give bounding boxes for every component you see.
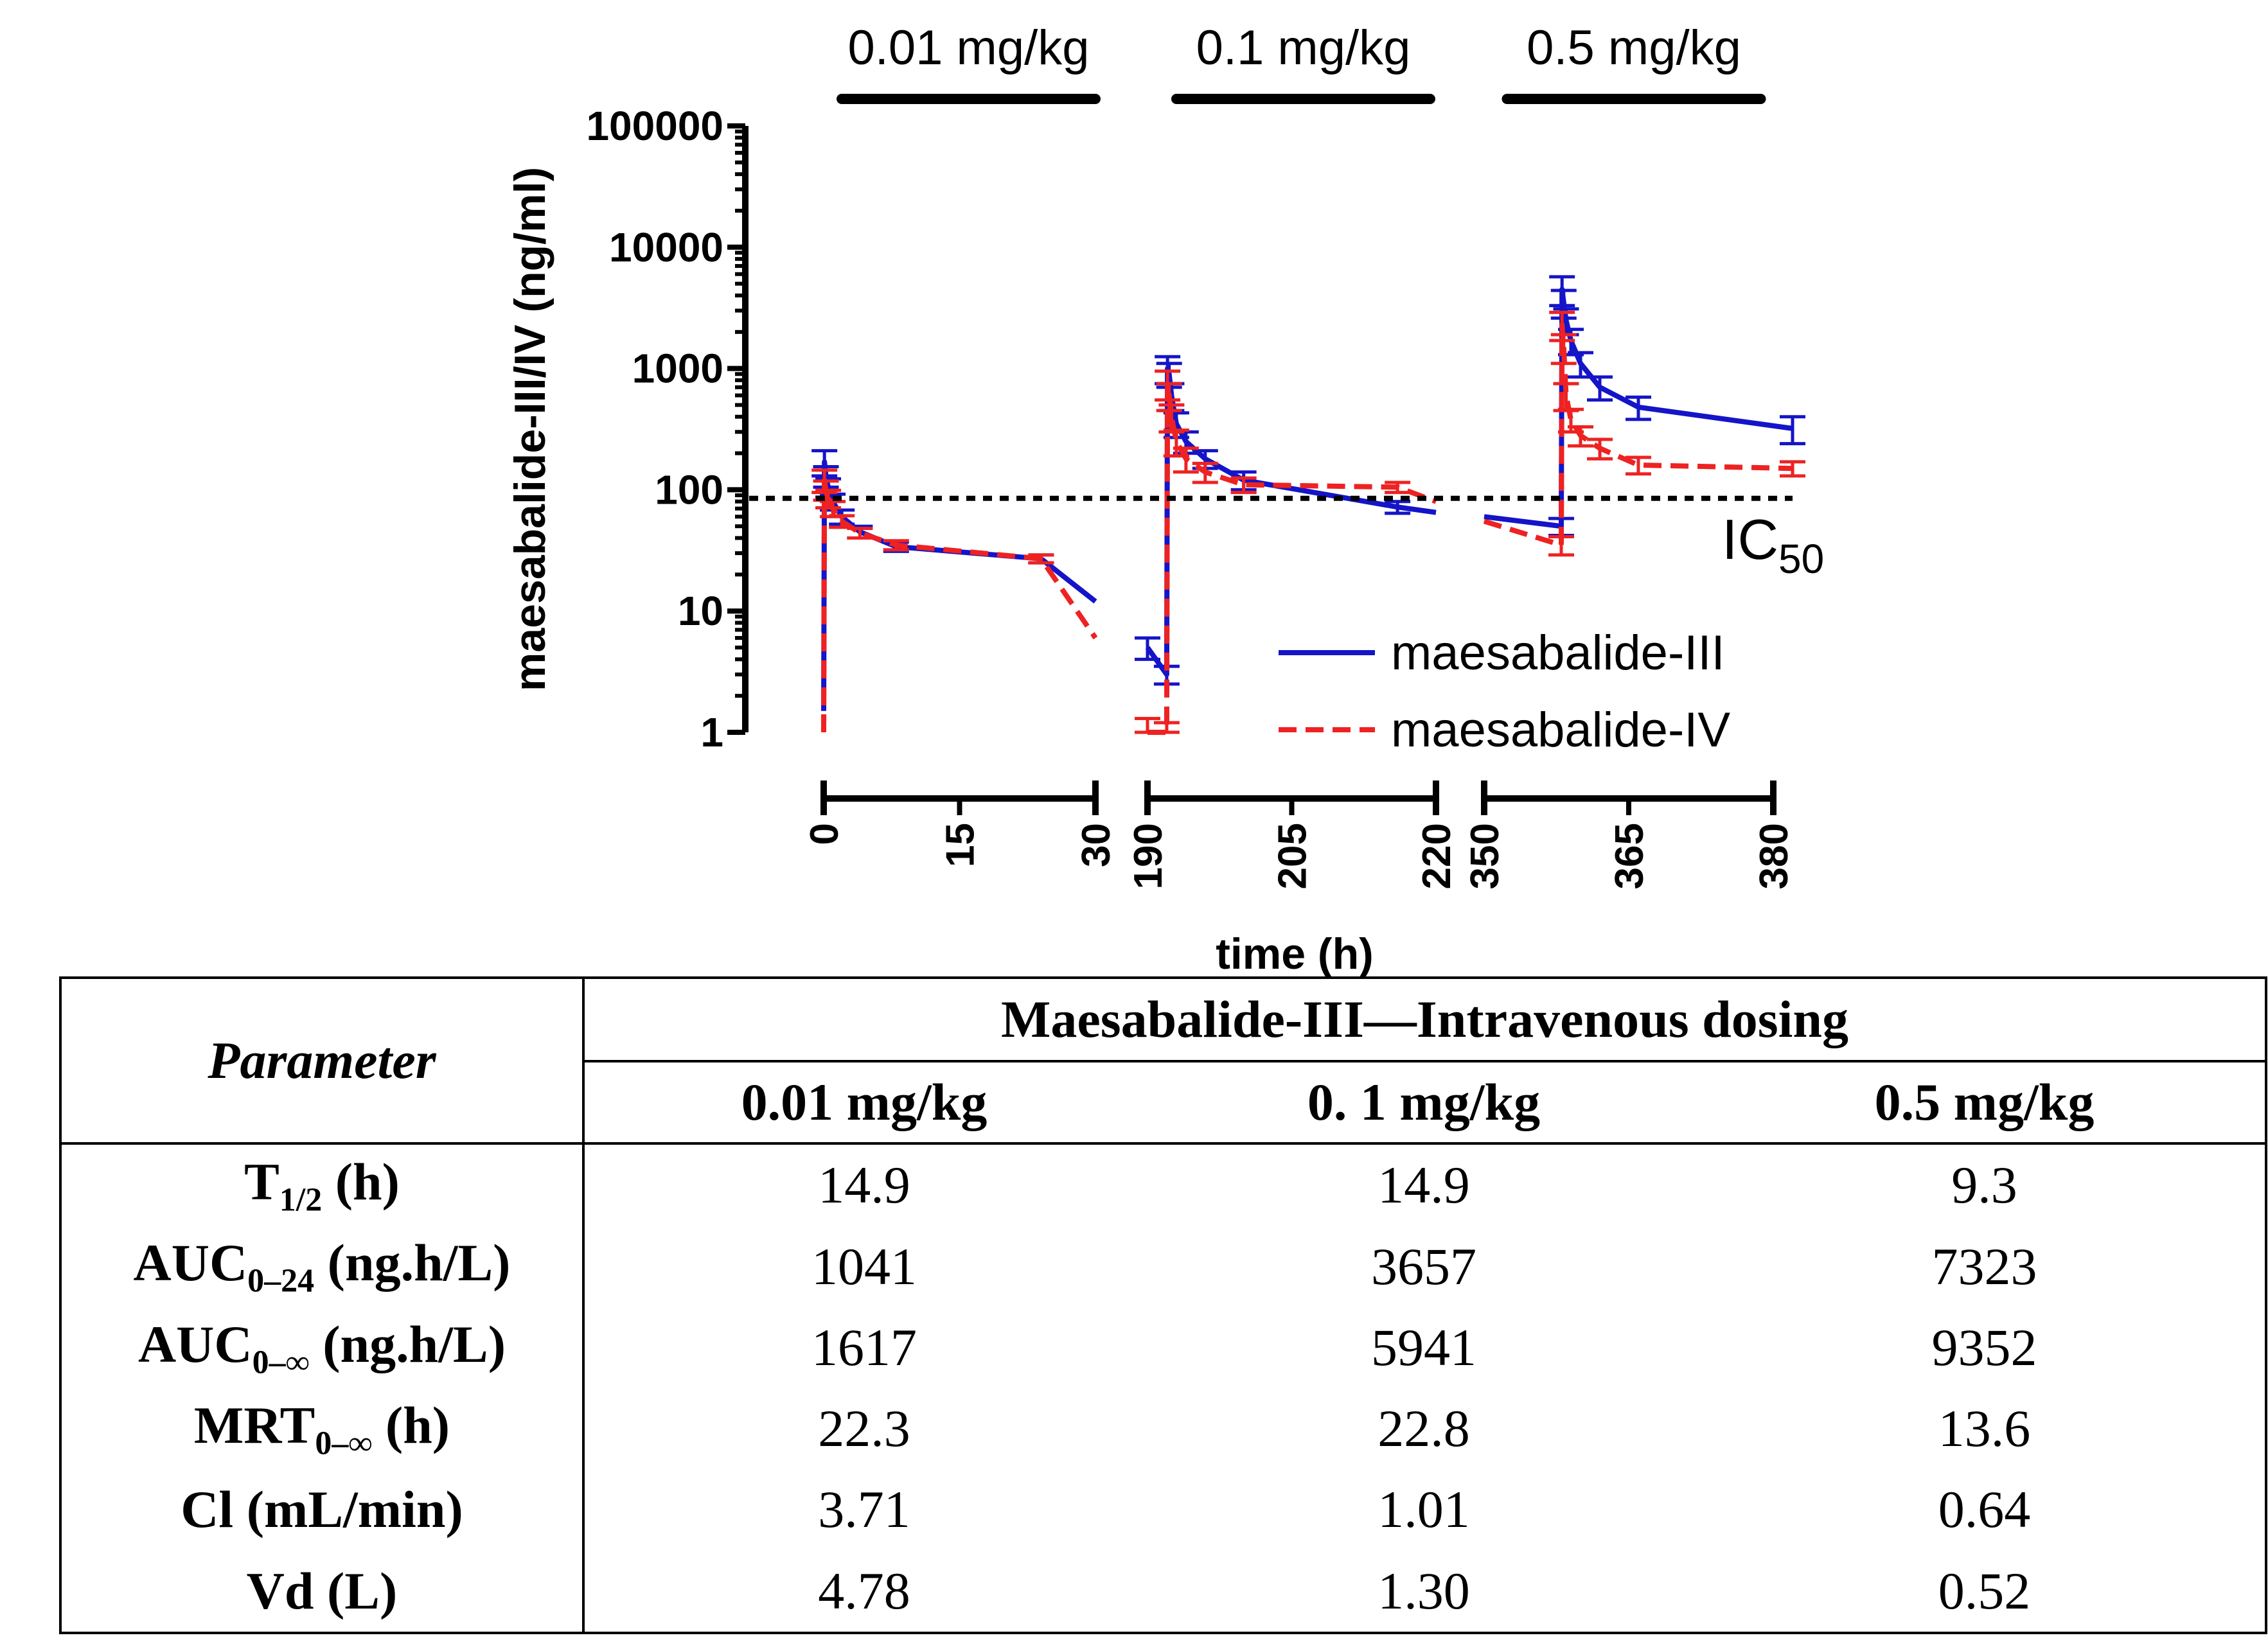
y-tick-label: 1 bbox=[700, 709, 723, 755]
parameter-value: 7323 bbox=[1931, 1237, 2037, 1296]
x-tick-label: 350 bbox=[1463, 823, 1507, 889]
y-axis-title: maesabalide-III/IV (ng/ml) bbox=[506, 167, 554, 691]
group-header: Maesabalide-III—Intravenous dosing bbox=[583, 978, 2266, 1062]
legend-label: maesabalide-III bbox=[1391, 626, 1725, 680]
y-tick-label: 10 bbox=[678, 588, 723, 634]
parameter-value: 1041 bbox=[811, 1237, 917, 1296]
dose-header: 0.5 mg/kg bbox=[1704, 1061, 2266, 1145]
parameter-value: 1.01 bbox=[1378, 1480, 1470, 1539]
parameter-value: 0.52 bbox=[1938, 1561, 2031, 1620]
x-tick-label: 205 bbox=[1271, 823, 1315, 889]
x-tick-label: 220 bbox=[1415, 823, 1459, 889]
x-tick-label: 0 bbox=[802, 823, 847, 845]
x-tick-label: 190 bbox=[1126, 823, 1171, 889]
table-row: Cl (mL/min) 3.71 1.01 0.64 bbox=[60, 1469, 2266, 1551]
y-axis: 1 10 100 1000 10000 100000 maesabalide-III/IV … bbox=[506, 103, 749, 755]
parameter-value: 1.30 bbox=[1378, 1561, 1470, 1620]
parameter-name: Cl (mL/min) bbox=[60, 1469, 585, 1551]
table-row: MRT0–∞ (h) 22.3 22.8 13.6 bbox=[60, 1388, 2266, 1470]
y-tick-label: 100 bbox=[655, 466, 723, 513]
x-tick-label: 365 bbox=[1608, 823, 1652, 889]
parameter-value: 14.9 bbox=[818, 1156, 910, 1215]
table-row: Vd (L) 4.78 1.30 0.52 bbox=[60, 1550, 2266, 1633]
parameter-value: 5941 bbox=[1371, 1318, 1476, 1377]
series-line-maesabalide-iv bbox=[1483, 322, 1793, 548]
ic50-label: IC50 bbox=[1722, 507, 1824, 582]
table-row: AUC0–∞ (ng.h/L) 1617 5941 9352 bbox=[60, 1307, 2266, 1388]
y-tick-label: 10000 bbox=[609, 224, 723, 270]
parameter-value: 4.78 bbox=[818, 1561, 910, 1620]
legend-label: maesabalide-IV bbox=[1391, 703, 1730, 757]
dose-header: 0.01 mg/kg bbox=[583, 1061, 1144, 1145]
parameter-name: AUC0–∞ (ng.h/L) bbox=[60, 1307, 585, 1388]
x-tick-label: 30 bbox=[1074, 823, 1119, 867]
parameter-value: 3.71 bbox=[818, 1480, 910, 1539]
parameter-value: 3657 bbox=[1371, 1237, 1476, 1296]
parameter-name: AUC0–24 (ng.h/L) bbox=[60, 1226, 585, 1307]
dose-header: 0. 1 mg/kg bbox=[1144, 1061, 1704, 1145]
parameter-name: T1/2 (h) bbox=[60, 1143, 585, 1226]
parameter-name: MRT0–∞ (h) bbox=[60, 1388, 585, 1470]
dose-label: 0.01 mg/kg bbox=[848, 21, 1090, 75]
x-tick-label: 15 bbox=[939, 823, 983, 867]
table-row: T1/2 (h) 14.9 14.9 9.3 bbox=[60, 1143, 2266, 1226]
pk-chart: 0.01 mg/kg 0.1 mg/kg 0.5 mg/kg 11010010001… bbox=[506, 21, 1824, 976]
parameter-value: 22.8 bbox=[1378, 1399, 1470, 1458]
parameter-value: 9.3 bbox=[1951, 1156, 2017, 1215]
y-tick-label: 1000 bbox=[632, 346, 723, 392]
x-axes: 0 15 30 190 205 220 350 365 380 time (h) bbox=[802, 780, 1796, 976]
table-row: AUC0–24 (ng.h/L) 1041 3657 7323 bbox=[60, 1226, 2266, 1307]
plot-area: IC50 bbox=[749, 275, 1824, 735]
parameter-value: 9352 bbox=[1931, 1318, 2037, 1377]
x-tick-label: 380 bbox=[1752, 823, 1796, 889]
y-tick-label: 100000 bbox=[586, 103, 723, 149]
dose-label: 0.1 mg/kg bbox=[1196, 21, 1411, 75]
parameter-value: 13.6 bbox=[1938, 1399, 2031, 1458]
parameter-value: 0.64 bbox=[1938, 1480, 2031, 1539]
parameter-value: 22.3 bbox=[818, 1399, 910, 1458]
dose-label: 0.5 mg/kg bbox=[1527, 21, 1741, 75]
x-axis-title: time (h) bbox=[1216, 930, 1374, 976]
legend: maesabalide-III maesabalide-IV bbox=[1279, 626, 1730, 757]
parameter-value: 14.9 bbox=[1378, 1156, 1470, 1215]
parameter-name: Vd (L) bbox=[60, 1550, 585, 1633]
pk-parameter-table: Parameter Maesabalide-III—Intravenous do… bbox=[59, 976, 2267, 1634]
parameter-value: 1617 bbox=[811, 1318, 917, 1377]
dose-labels: 0.01 mg/kg 0.1 mg/kg 0.5 mg/kg bbox=[837, 21, 1766, 104]
parameter-header: Parameter bbox=[60, 978, 585, 1145]
series-line-maesabalide-iv bbox=[821, 477, 1098, 733]
